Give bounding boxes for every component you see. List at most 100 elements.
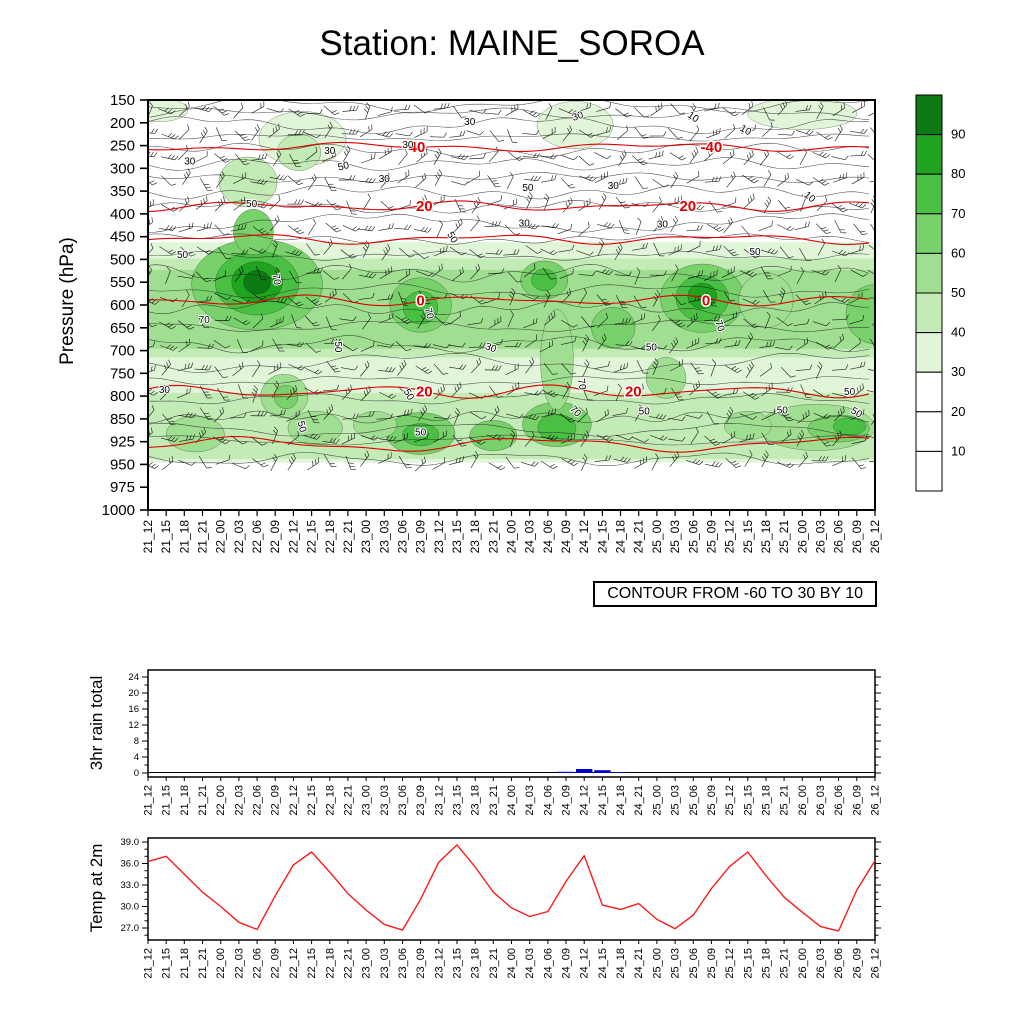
svg-text:24_18: 24_18 (614, 520, 628, 554)
svg-text:23_06: 23_06 (396, 520, 410, 554)
svg-text:25_03: 25_03 (670, 785, 682, 816)
svg-text:12: 12 (128, 720, 139, 731)
svg-text:50: 50 (295, 420, 309, 434)
svg-text:23_00: 23_00 (361, 948, 373, 979)
svg-text:26_06: 26_06 (833, 948, 845, 979)
svg-text:24_21: 24_21 (633, 785, 645, 816)
svg-text:23_06: 23_06 (397, 785, 409, 816)
svg-text:0: 0 (134, 768, 139, 779)
svg-text:22_03: 22_03 (233, 948, 245, 979)
svg-text:24_15: 24_15 (597, 785, 609, 816)
svg-text:40: 40 (409, 139, 426, 156)
svg-text:0: 0 (416, 292, 424, 309)
svg-text:26_03: 26_03 (814, 520, 828, 554)
svg-text:24_06: 24_06 (542, 948, 554, 979)
svg-text:22_18: 22_18 (324, 785, 336, 816)
svg-text:21_15: 21_15 (161, 948, 173, 979)
svg-text:30: 30 (571, 110, 586, 124)
svg-text:30.0: 30.0 (121, 902, 140, 913)
svg-text:21_15: 21_15 (161, 785, 173, 816)
svg-text:8: 8 (134, 736, 139, 747)
svg-text:24_06: 24_06 (542, 785, 554, 816)
svg-text:23_18: 23_18 (468, 520, 482, 554)
svg-text:850: 850 (110, 411, 135, 428)
svg-text:39.0: 39.0 (121, 837, 140, 848)
svg-text:22_15: 22_15 (305, 520, 319, 554)
svg-text:50: 50 (951, 285, 965, 300)
svg-text:23_09: 23_09 (415, 948, 427, 979)
svg-text:23_15: 23_15 (452, 785, 464, 816)
svg-text:30: 30 (519, 219, 531, 230)
svg-text:30: 30 (379, 174, 391, 185)
svg-text:26_03: 26_03 (815, 948, 827, 979)
svg-text:33.0: 33.0 (121, 880, 140, 891)
svg-text:26_00: 26_00 (797, 785, 809, 816)
svg-text:30: 30 (657, 220, 669, 231)
svg-text:1000: 1000 (102, 502, 135, 519)
svg-text:70: 70 (422, 307, 436, 321)
svg-text:22_15: 22_15 (306, 785, 318, 816)
svg-text:23_18: 23_18 (470, 785, 482, 816)
svg-text:22_09: 22_09 (270, 948, 282, 979)
svg-text:250: 250 (110, 138, 135, 155)
svg-text:925: 925 (110, 434, 135, 451)
svg-text:25_15: 25_15 (742, 785, 754, 816)
svg-text:10: 10 (951, 443, 965, 458)
svg-text:25_09: 25_09 (704, 520, 718, 554)
svg-text:25_12: 25_12 (723, 520, 737, 554)
svg-text:23_03: 23_03 (379, 948, 391, 979)
svg-text:26_12: 26_12 (868, 520, 882, 554)
svg-text:26_09: 26_09 (851, 948, 863, 979)
svg-text:22_09: 22_09 (270, 785, 282, 816)
svg-text:20: 20 (679, 198, 696, 215)
svg-text:21_21: 21_21 (197, 785, 209, 816)
svg-text:26_09: 26_09 (850, 520, 864, 554)
svg-text:30: 30 (324, 146, 336, 157)
svg-text:22_06: 22_06 (252, 785, 264, 816)
svg-text:21_12: 21_12 (143, 785, 155, 816)
svg-text:300: 300 (110, 160, 135, 177)
svg-text:26_06: 26_06 (832, 520, 846, 554)
svg-text:23_12: 23_12 (433, 785, 445, 816)
svg-text:25_18: 25_18 (761, 785, 773, 816)
svg-text:70: 70 (199, 315, 211, 326)
svg-text:24_09: 24_09 (559, 520, 573, 554)
svg-text:50: 50 (332, 341, 343, 353)
svg-text:21_18: 21_18 (179, 948, 191, 979)
svg-text:22_06: 22_06 (250, 520, 264, 554)
svg-text:70: 70 (951, 206, 965, 221)
svg-text:30: 30 (159, 385, 171, 396)
svg-text:22_18: 22_18 (323, 520, 337, 554)
svg-text:60: 60 (951, 245, 965, 260)
svg-text:25_00: 25_00 (650, 520, 664, 554)
svg-text:23_12: 23_12 (432, 520, 446, 554)
svg-text:20: 20 (625, 384, 642, 401)
svg-text:50: 50 (749, 247, 761, 258)
svg-text:30: 30 (483, 341, 498, 355)
svg-text:25_18: 25_18 (759, 520, 773, 554)
svg-text:24_06: 24_06 (541, 520, 555, 554)
svg-text:70: 70 (712, 319, 726, 334)
svg-text:22_03: 22_03 (232, 520, 246, 554)
svg-text:23_09: 23_09 (414, 520, 428, 554)
svg-text:20: 20 (416, 198, 433, 215)
svg-text:50: 50 (522, 183, 534, 194)
svg-text:80: 80 (951, 166, 965, 181)
svg-text:20: 20 (416, 384, 433, 401)
svg-text:50: 50 (337, 160, 351, 174)
svg-text:24_03: 24_03 (524, 785, 536, 816)
svg-text:27.0: 27.0 (121, 923, 140, 934)
svg-text:4: 4 (134, 752, 139, 763)
page-title: Station: MAINE_SOROA (319, 24, 705, 63)
svg-text:20: 20 (128, 688, 139, 699)
svg-text:21_18: 21_18 (177, 520, 191, 554)
svg-text:50: 50 (777, 405, 789, 416)
svg-text:650: 650 (110, 320, 135, 337)
svg-text:21_21: 21_21 (196, 520, 210, 554)
svg-text:22_12: 22_12 (288, 785, 300, 816)
svg-text:800: 800 (110, 388, 135, 405)
svg-text:24_12: 24_12 (579, 785, 591, 816)
svg-text:26_00: 26_00 (795, 520, 809, 554)
svg-text:24_00: 24_00 (505, 520, 519, 554)
